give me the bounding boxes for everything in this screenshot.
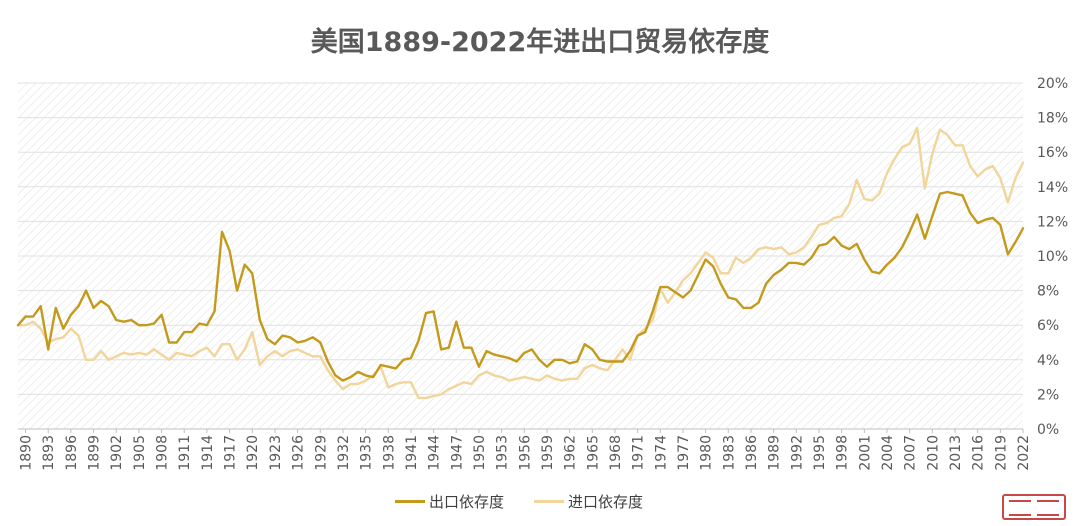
chart-title: 美国1889-2022年进出口贸易依存度 — [310, 27, 770, 58]
x-tick-label: 1932 — [336, 435, 352, 471]
x-tick-label: 1908 — [155, 435, 171, 471]
y-tick-label: 10% — [1037, 249, 1068, 265]
x-tick-label: 2022 — [1016, 435, 1032, 471]
legend-label-export: 出口依存度 — [429, 493, 505, 511]
y-axis-ticks: 0% 2% 4% 6% 8% 10% 12% 14% 16% 18% 20% — [1037, 76, 1068, 438]
x-tick-label: 2007 — [903, 435, 919, 471]
x-tick-label: 1995 — [812, 435, 828, 471]
y-tick-label: 0% — [1037, 422, 1059, 438]
x-tick-label: 1923 — [268, 435, 284, 471]
x-tick-label: 2013 — [948, 435, 964, 471]
import-series-line — [16, 126, 1025, 400]
x-tick-label: 1929 — [313, 435, 329, 471]
x-tick-label: 1920 — [245, 435, 261, 471]
x-tick-label: 1998 — [835, 435, 851, 471]
x-tick-label: 1947 — [449, 435, 465, 471]
legend-swatch-export — [395, 500, 425, 503]
y-tick-label: 4% — [1037, 353, 1059, 369]
legend-item-import: 进口依存度 — [534, 491, 643, 512]
x-tick-label: 1986 — [744, 435, 760, 471]
y-tick-label: 12% — [1037, 214, 1068, 230]
legend-item-export: 出口依存度 — [395, 491, 504, 512]
legend: 出口依存度 进口依存度 — [395, 491, 643, 512]
x-tick-label: 1941 — [404, 435, 420, 471]
y-tick-label: 16% — [1037, 145, 1068, 161]
x-tick-label: 1962 — [563, 435, 579, 471]
x-tick-label: 2019 — [993, 435, 1009, 471]
x-tick-label: 2004 — [880, 435, 896, 471]
x-tick-label: 2016 — [971, 435, 987, 471]
x-tick-label: 1971 — [631, 435, 647, 471]
x-tick-label: 1974 — [653, 435, 669, 471]
x-tick-label: 1944 — [427, 435, 443, 471]
x-tick-label: 1938 — [381, 435, 397, 471]
x-tick-label: 1896 — [64, 435, 80, 471]
x-tick-label: 1911 — [177, 435, 193, 471]
x-tick-label: 1989 — [767, 435, 783, 471]
y-tick-label: 18% — [1037, 111, 1068, 127]
series-lines — [16, 126, 1025, 400]
x-tick-label: 1977 — [676, 435, 692, 471]
x-tick-label: 1965 — [585, 435, 601, 471]
x-tick-label: 1968 — [608, 435, 624, 471]
x-tick-label: 1950 — [472, 435, 488, 471]
y-tick-label: 20% — [1037, 76, 1068, 92]
export-series-line — [16, 190, 1025, 382]
x-tick-label: 1953 — [495, 435, 511, 471]
x-tick-label: 1899 — [87, 435, 103, 471]
legend-swatch-import — [534, 500, 565, 503]
x-tick-label: 1914 — [200, 435, 216, 471]
x-tick-label: 1956 — [517, 435, 533, 471]
x-tick-label: 1893 — [41, 435, 57, 471]
x-tick-label: 1926 — [291, 435, 307, 471]
x-tick-label: 1902 — [109, 435, 125, 471]
x-tick-label: 1905 — [132, 435, 148, 471]
y-tick-label: 6% — [1037, 318, 1059, 334]
x-tick-label: 1983 — [721, 435, 737, 471]
y-tick-label: 14% — [1037, 180, 1068, 196]
legend-label-import: 进口依存度 — [568, 493, 644, 511]
x-tick-label: 1959 — [540, 435, 556, 471]
x-tick-label: 1890 — [19, 435, 35, 471]
x-tick-label: 1980 — [699, 435, 715, 471]
x-tick-label: 1917 — [223, 435, 239, 471]
x-tick-label: 1935 — [359, 435, 375, 471]
x-axis-ticks: 1890 1893 1896 1899 1902 1905 1908 1911 1914 1917… — [18, 428, 1032, 471]
y-tick-label: 8% — [1037, 284, 1059, 300]
x-tick-label: 2010 — [925, 435, 941, 471]
x-tick-label: 2001 — [857, 435, 873, 471]
x-tick-label: 1992 — [789, 435, 805, 471]
watermark-stamp — [1002, 494, 1066, 520]
y-tick-label: 2% — [1037, 387, 1059, 403]
